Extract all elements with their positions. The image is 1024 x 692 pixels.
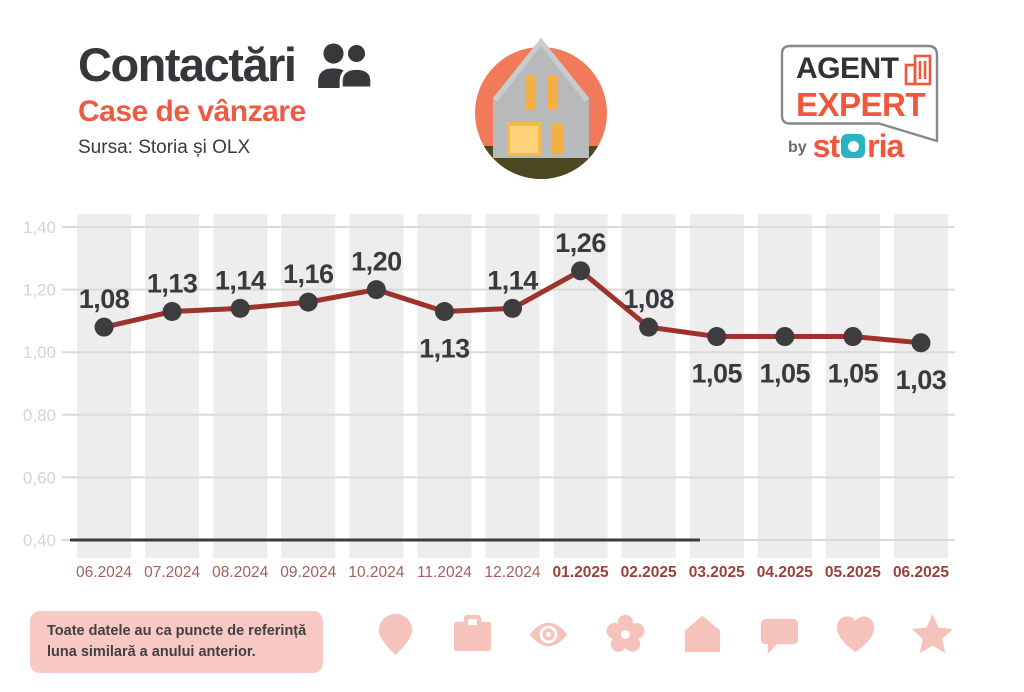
storia-post: ria (867, 128, 904, 164)
data-point-label: 1,20 (351, 247, 402, 277)
x-tick-label: 08.2024 (212, 564, 268, 581)
data-point-label: 1,13 (147, 269, 198, 299)
x-tick-label: 11.2024 (417, 564, 472, 581)
y-tick-label: 1,20 (23, 281, 56, 300)
data-point (434, 302, 454, 322)
y-tick-label: 0,60 (23, 468, 56, 487)
data-point (162, 302, 182, 322)
y-tick-label: 1,00 (23, 343, 56, 362)
storia-pre: st (812, 128, 840, 164)
x-tick-label: 03.2025 (689, 564, 745, 581)
house-icon (493, 38, 589, 158)
y-tick-label: 1,40 (23, 218, 56, 237)
x-tick-label: 06.2025 (893, 564, 949, 581)
x-tick-label: 09.2024 (280, 564, 336, 581)
data-point (94, 317, 114, 337)
source-label: Sursa: Storia și OLX (78, 137, 251, 158)
data-point-label: 1,03 (896, 365, 947, 395)
month-band (349, 214, 404, 558)
x-tick-label: 04.2025 (757, 564, 813, 581)
data-point (366, 280, 386, 300)
page-subtitle: Case de vânzare (78, 95, 306, 128)
footer-icon-row (372, 611, 956, 658)
data-point (775, 327, 795, 347)
data-point-label: 1,14 (215, 265, 266, 295)
title-row: Contactări (78, 40, 375, 88)
month-band (213, 214, 268, 558)
month-band (621, 214, 676, 558)
data-point (843, 327, 863, 347)
data-point (639, 317, 659, 337)
header: Contactări Case de vânzare Sursa: Storia… (78, 40, 375, 157)
speech-bubble-outline (780, 44, 939, 143)
y-tick-label: 0,40 (23, 531, 56, 550)
data-point-label: 1,08 (623, 284, 674, 314)
month-band (825, 214, 880, 558)
briefcase-icon (453, 614, 491, 652)
data-point (503, 298, 522, 318)
brand-logo: AGENT EXPERT by st ria (776, 42, 961, 177)
data-point-label: 1,05 (691, 359, 742, 389)
data-point-label: 1,08 (79, 284, 130, 314)
by-label: by (788, 139, 807, 156)
x-tick-label: 05.2025 (825, 564, 881, 581)
data-point-label: 1,26 (555, 228, 606, 258)
note-line2: luna similară a anului anterior. (47, 644, 256, 661)
house-icon (684, 615, 720, 653)
x-tick-label: 01.2025 (553, 564, 609, 581)
note-line1: Toate datele au ca puncte de referință (47, 623, 307, 639)
people-icon (318, 42, 374, 88)
x-tick-label: 12.2024 (484, 564, 540, 581)
data-point-label: 1,05 (828, 359, 879, 389)
month-band (281, 214, 336, 558)
house-photo-badge (475, 38, 607, 179)
star-icon (911, 613, 953, 654)
month-band (485, 214, 540, 558)
month-band (77, 214, 132, 558)
data-point-label: 1,16 (283, 259, 334, 289)
data-point (911, 333, 931, 353)
x-tick-label: 10.2024 (348, 564, 404, 581)
month-band (893, 214, 948, 558)
month-band (145, 214, 200, 558)
month-band (757, 214, 812, 558)
data-point (298, 292, 318, 312)
pin-icon (378, 613, 413, 656)
x-tick-label: 07.2024 (144, 564, 200, 581)
logo-text: AGENT EXPERT (796, 54, 932, 121)
storia-wordmark: st ria (812, 128, 905, 164)
logo-line1: AGENT (796, 52, 899, 85)
data-point-label: 1,05 (760, 359, 811, 389)
note-box: Toate datele au ca puncte de referință l… (30, 611, 324, 674)
logo-line2: EXPERT (796, 86, 926, 123)
flower-icon (606, 614, 645, 652)
y-tick-label: 0,80 (23, 406, 56, 425)
data-point-label: 1,14 (487, 265, 538, 295)
data-point (571, 261, 591, 281)
speech-bubble-icon (760, 618, 798, 655)
data-point (707, 327, 727, 347)
by-storia: by st ria (788, 128, 905, 164)
data-point (230, 298, 250, 318)
x-tick-label: 02.2025 (621, 564, 677, 581)
heart-icon (837, 616, 875, 653)
line-chart: 1,40 1,20 1,00 0,80 0,60 0,40 1,08 1,13 1,14 1,16… (23, 214, 955, 581)
x-tick-label: 06.2024 (76, 564, 132, 581)
month-band (417, 214, 472, 558)
month-band (689, 214, 744, 558)
page-title: Contactări (78, 37, 297, 91)
buildings-icon (904, 54, 931, 86)
storia-o-icon (841, 134, 866, 158)
data-point-label: 1,13 (419, 334, 470, 364)
eye-icon (530, 622, 568, 647)
